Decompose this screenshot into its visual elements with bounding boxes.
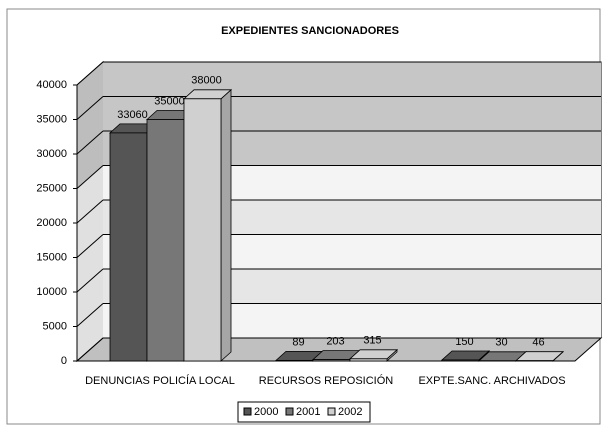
y-tick-label: 30000 [36, 148, 67, 160]
y-tick-label: 20000 [36, 217, 67, 229]
y-tick-label: 15000 [36, 251, 67, 263]
bar [349, 358, 388, 362]
legend-swatch [243, 407, 252, 416]
legend-swatch [285, 407, 294, 416]
side-band [77, 131, 103, 189]
legend-label: 2000 [254, 406, 278, 418]
legend-label: 2001 [296, 406, 320, 418]
bar-side [220, 88, 232, 362]
data-label: 315 [363, 335, 381, 347]
bar [275, 359, 314, 362]
y-tick-label: 35000 [36, 113, 67, 125]
bar [146, 119, 185, 362]
side-band [77, 96, 103, 154]
x-tick-label: RECURSOS REPOSICIÓN [259, 374, 394, 387]
side-band [77, 269, 103, 327]
y-tick-label: 10000 [36, 286, 67, 298]
grid-line [76, 165, 104, 189]
grid-line [76, 268, 104, 293]
chart-title: EXPEDIENTES SANCIONADORES [221, 25, 399, 37]
bar [441, 359, 480, 362]
y-tick-label: 0 [61, 355, 67, 367]
data-label: 89 [292, 336, 304, 348]
grid-line [76, 96, 104, 120]
data-label: 33060 [117, 109, 148, 121]
grid-line [76, 199, 104, 224]
bar [109, 132, 148, 362]
grid-line [76, 234, 104, 258]
side-band [77, 165, 103, 223]
side-band [77, 234, 103, 292]
legend [237, 401, 371, 423]
data-label: 150 [455, 336, 473, 348]
y-tick-label: 5000 [43, 320, 67, 332]
data-label: 203 [326, 336, 344, 348]
x-tick-label: DENUNCIAS POLICÍA LOCAL [85, 374, 235, 387]
data-label: 35000 [154, 95, 185, 107]
grid-line [76, 303, 104, 327]
side-band [77, 62, 103, 120]
data-label: 38000 [191, 75, 222, 87]
legend-swatch [327, 407, 336, 416]
grid-line [76, 337, 104, 362]
grid-line [76, 130, 104, 155]
grid-line [76, 61, 104, 86]
x-tick-label: EXPTE.SANC. ARCHIVADOS [418, 375, 565, 387]
data-label: 46 [532, 337, 544, 349]
side-band [77, 200, 103, 258]
legend-label: 2002 [338, 406, 362, 418]
y-tick-label: 40000 [36, 79, 67, 91]
data-label: 30 [495, 337, 507, 349]
wall-band [103, 62, 601, 97]
y-tick-label: 25000 [36, 182, 67, 194]
bar [312, 359, 351, 362]
bar [183, 98, 222, 362]
side-band [77, 303, 103, 361]
